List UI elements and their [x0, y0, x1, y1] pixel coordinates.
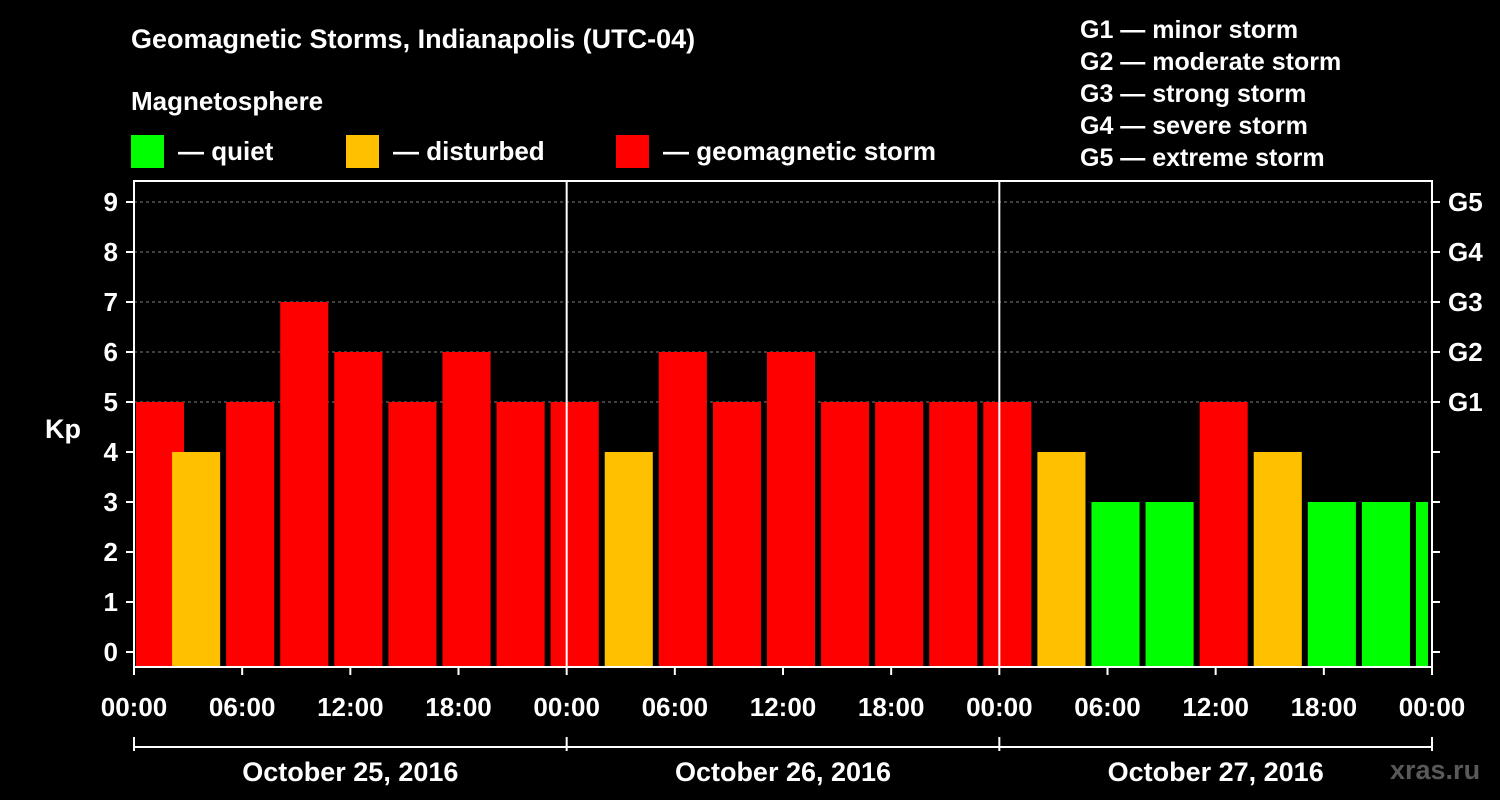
kp-bar-1	[172, 452, 221, 667]
g-scale-g2: G2 — moderate storm	[1080, 48, 1342, 76]
legend-quiet-swatch	[131, 134, 164, 168]
x-tick-label: 18:00	[425, 692, 492, 722]
legend-disturbed-label: — disturbed	[393, 135, 545, 166]
y-tick-label: 3	[104, 487, 118, 517]
x-tick-label: 00:00	[1399, 692, 1466, 722]
kp-bar-15	[929, 402, 978, 667]
kp-bar-14	[875, 402, 924, 667]
g-level-label: G5	[1448, 187, 1483, 217]
kp-bar-11	[712, 402, 761, 667]
legend-disturbed-swatch	[346, 134, 379, 168]
kp-bar-10	[658, 352, 707, 667]
x-tick-label: 12:00	[750, 692, 817, 722]
x-tick-label: 00:00	[533, 692, 600, 722]
g-scale-g3: G3 — strong storm	[1080, 80, 1307, 108]
day-label: October 25, 2016	[242, 757, 458, 787]
kp-bar-8	[550, 402, 599, 667]
x-tick-label: 18:00	[858, 692, 925, 722]
kp-bar-4	[334, 352, 383, 667]
x-tick-label: 06:00	[209, 692, 276, 722]
kp-bar-7	[496, 402, 545, 667]
g-scale-g1: G1 — minor storm	[1080, 16, 1299, 44]
x-tick-label: 12:00	[317, 692, 384, 722]
g-level-label: G2	[1448, 337, 1483, 367]
kp-bar-6	[442, 352, 491, 667]
x-tick-label: 06:00	[642, 692, 709, 722]
legend-storm-label: — geomagnetic storm	[663, 135, 937, 166]
kp-bar-24	[1415, 502, 1428, 667]
kp-bar-2	[226, 402, 275, 667]
g-level-label: G3	[1448, 287, 1483, 317]
y-tick-label: 6	[104, 337, 118, 367]
kp-bar-13	[821, 402, 870, 667]
y-tick-label: 0	[104, 637, 118, 667]
g-level-label: G4	[1448, 237, 1483, 267]
kp-bar-18	[1091, 502, 1140, 667]
y-tick-label: 4	[104, 437, 119, 467]
legend-storm: — geomagnetic storm	[616, 134, 936, 168]
kp-bar-17	[1037, 452, 1086, 667]
kp-bar-21	[1253, 452, 1302, 667]
watermark: xras.ru	[1390, 755, 1481, 785]
x-tick-label: 18:00	[1291, 692, 1358, 722]
g-scale-g4: G4 — severe storm	[1080, 112, 1308, 140]
day-label: October 27, 2016	[1108, 757, 1324, 787]
kp-bar-16	[983, 402, 1032, 667]
g-scale-g5: G5 — extreme storm	[1080, 144, 1325, 172]
y-axis-label: Kp	[45, 414, 81, 444]
legend-quiet-label: — quiet	[178, 135, 274, 166]
g-scale-legend: G1 — minor storm G2 — moderate storm G3 …	[1080, 14, 1341, 174]
kp-bar-3	[280, 302, 329, 667]
kp-bar-12	[766, 352, 816, 667]
legend-quiet: — quiet	[131, 134, 273, 168]
x-tick-label: 00:00	[101, 692, 168, 722]
kp-bar-5	[388, 402, 437, 667]
day-label: October 26, 2016	[675, 757, 891, 787]
y-tick-label: 9	[104, 187, 118, 217]
x-tick-label: 00:00	[966, 692, 1033, 722]
kp-bar-23	[1361, 502, 1410, 667]
kp-bar-20	[1199, 402, 1248, 667]
legend-storm-swatch	[616, 134, 649, 168]
legend-disturbed: — disturbed	[346, 134, 545, 168]
y-tick-label: 2	[104, 537, 118, 567]
kp-bar-9	[604, 452, 653, 667]
g-level-label: G1	[1448, 387, 1483, 417]
y-tick-label: 5	[104, 387, 118, 417]
x-tick-label: 06:00	[1074, 692, 1141, 722]
kp-bar-19	[1145, 502, 1194, 667]
kp-bar-22	[1307, 502, 1356, 667]
y-tick-label: 1	[104, 587, 118, 617]
chart-title: Geomagnetic Storms, Indianapolis (UTC-04…	[131, 24, 696, 54]
y-tick-label: 8	[104, 237, 118, 267]
magnetosphere-title: Magnetosphere	[131, 86, 324, 116]
x-tick-label: 12:00	[1182, 692, 1249, 722]
y-tick-label: 7	[104, 287, 118, 317]
